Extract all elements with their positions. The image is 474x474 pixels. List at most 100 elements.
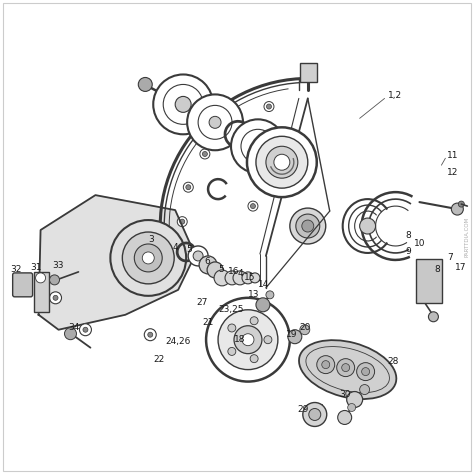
Text: 27: 27	[196, 298, 208, 307]
Circle shape	[187, 94, 243, 150]
Circle shape	[256, 298, 270, 312]
Text: 4: 4	[238, 269, 244, 278]
Circle shape	[110, 220, 186, 296]
Circle shape	[50, 275, 60, 285]
Text: 31: 31	[31, 264, 42, 273]
Circle shape	[264, 101, 274, 111]
Text: 1,2: 1,2	[388, 91, 401, 100]
Circle shape	[252, 140, 264, 152]
Text: 6: 6	[204, 257, 210, 266]
Circle shape	[177, 217, 187, 227]
Circle shape	[426, 290, 433, 298]
Text: 3: 3	[148, 236, 154, 245]
Circle shape	[250, 273, 260, 283]
Circle shape	[356, 363, 374, 381]
Text: 16: 16	[228, 267, 239, 276]
Text: 12: 12	[447, 168, 459, 177]
Circle shape	[242, 272, 254, 284]
Circle shape	[309, 409, 321, 420]
Circle shape	[426, 266, 433, 274]
Circle shape	[206, 298, 290, 382]
Circle shape	[202, 152, 207, 156]
Polygon shape	[38, 195, 195, 330]
Circle shape	[53, 295, 58, 301]
Circle shape	[231, 119, 285, 173]
Text: 19: 19	[286, 330, 297, 339]
Circle shape	[193, 251, 203, 261]
Circle shape	[458, 201, 465, 207]
Circle shape	[264, 336, 272, 344]
Circle shape	[337, 359, 355, 376]
Circle shape	[144, 329, 156, 341]
Text: 10: 10	[413, 239, 425, 248]
Circle shape	[302, 220, 314, 232]
Circle shape	[233, 271, 247, 285]
Circle shape	[214, 270, 230, 286]
Circle shape	[242, 334, 254, 346]
FancyBboxPatch shape	[34, 272, 48, 312]
Circle shape	[290, 208, 326, 244]
Text: 9: 9	[405, 247, 411, 256]
Circle shape	[233, 120, 238, 126]
Circle shape	[153, 74, 213, 134]
Text: PARTTDIA.COM: PARTTDIA.COM	[465, 217, 470, 257]
Circle shape	[346, 392, 363, 408]
Circle shape	[247, 128, 317, 197]
Text: 18: 18	[234, 335, 246, 344]
Text: 23,25: 23,25	[218, 305, 244, 314]
Circle shape	[451, 203, 463, 215]
Circle shape	[231, 118, 241, 128]
Text: 28: 28	[388, 357, 399, 366]
Circle shape	[163, 84, 203, 124]
Text: 24,26: 24,26	[165, 337, 191, 346]
Circle shape	[83, 327, 88, 332]
Circle shape	[428, 312, 438, 322]
Circle shape	[360, 218, 375, 234]
Text: 8: 8	[434, 265, 440, 274]
Circle shape	[198, 105, 232, 139]
Circle shape	[142, 252, 154, 264]
Text: 4: 4	[172, 244, 178, 253]
Bar	[300, 63, 317, 82]
Text: 34: 34	[69, 323, 80, 332]
Circle shape	[199, 256, 217, 274]
Text: 15: 15	[244, 273, 255, 283]
Circle shape	[138, 77, 152, 91]
Circle shape	[250, 355, 258, 363]
Text: 33: 33	[53, 262, 64, 270]
Circle shape	[186, 185, 191, 190]
Circle shape	[50, 292, 62, 304]
Circle shape	[241, 129, 275, 163]
Circle shape	[225, 271, 239, 285]
Ellipse shape	[299, 340, 396, 399]
Circle shape	[209, 116, 221, 128]
Text: 11: 11	[447, 151, 459, 160]
Text: 13: 13	[248, 291, 259, 299]
Circle shape	[200, 149, 210, 159]
Text: 8: 8	[405, 230, 411, 239]
Circle shape	[337, 410, 352, 424]
Circle shape	[228, 347, 236, 356]
Circle shape	[266, 146, 298, 178]
Circle shape	[175, 96, 191, 112]
Circle shape	[180, 219, 185, 224]
Circle shape	[218, 310, 278, 370]
Circle shape	[303, 402, 327, 427]
Text: 29: 29	[298, 405, 309, 414]
Text: 5: 5	[186, 246, 192, 255]
Circle shape	[188, 246, 208, 266]
Text: 17: 17	[456, 264, 467, 273]
Circle shape	[360, 384, 370, 394]
Circle shape	[256, 137, 308, 188]
Circle shape	[122, 232, 174, 284]
Text: 32: 32	[11, 265, 22, 274]
Circle shape	[36, 273, 46, 283]
Circle shape	[228, 324, 236, 332]
FancyBboxPatch shape	[417, 259, 442, 303]
Circle shape	[148, 332, 153, 337]
Circle shape	[362, 368, 370, 375]
Circle shape	[322, 361, 330, 369]
Text: 14: 14	[258, 280, 269, 289]
Text: 21: 21	[202, 318, 213, 327]
Circle shape	[183, 182, 193, 192]
